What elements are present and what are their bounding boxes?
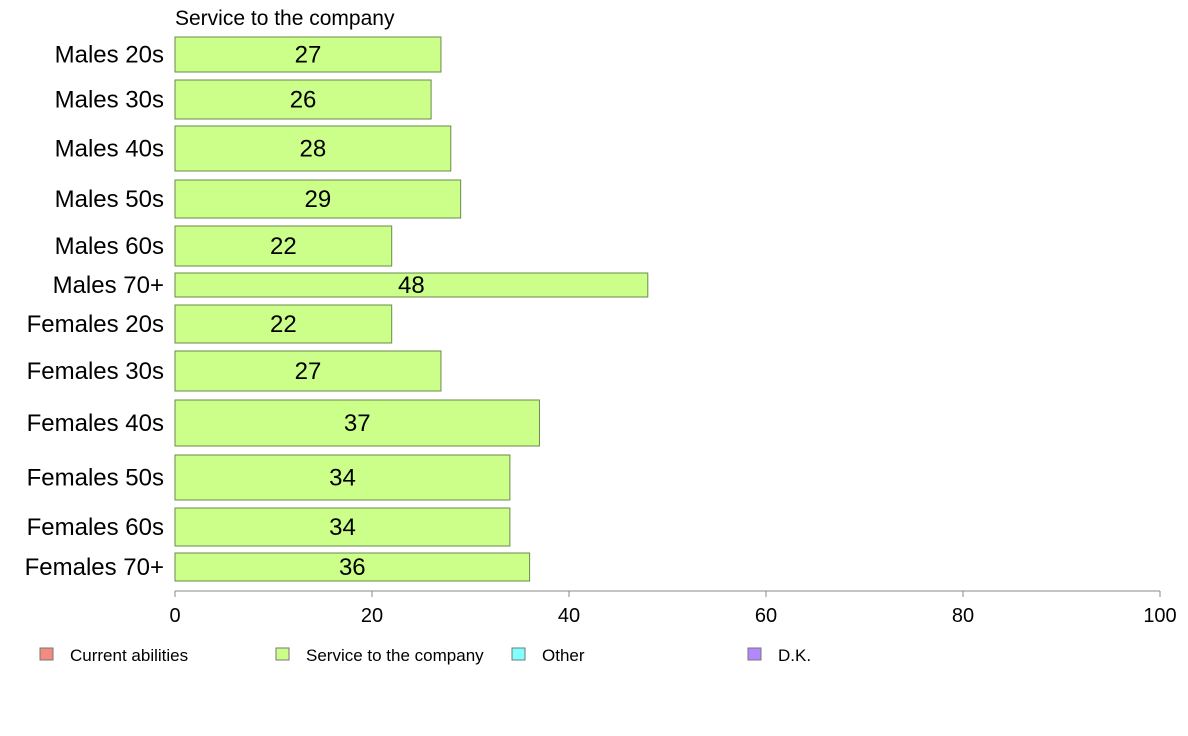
category-label: Males 30s	[55, 87, 164, 114]
bar	[174, 507, 511, 547]
x-tick-label: 0	[169, 605, 180, 627]
x-tick-label: 60	[755, 605, 777, 627]
bars-group: Males 20s 27 Males 30s 26 Males 40s 28 Males 5…	[25, 36, 649, 582]
value-label: 22	[270, 311, 297, 338]
value-label: 36	[339, 554, 366, 581]
legend-label: Service to the company	[306, 646, 484, 665]
category-label: Females 60s	[27, 514, 164, 541]
bar	[174, 350, 442, 392]
bar	[174, 125, 452, 172]
value-label: 34	[329, 465, 356, 492]
category-label: Males 70+	[53, 272, 164, 299]
legend-label: Other	[542, 646, 585, 665]
legend-swatch	[747, 647, 762, 661]
legend-swatch	[511, 647, 526, 661]
bar	[174, 272, 649, 298]
value-label: 26	[290, 87, 317, 114]
bar	[174, 79, 432, 120]
value-label: 28	[300, 136, 327, 163]
bar	[174, 36, 442, 73]
category-label: Females 50s	[27, 465, 164, 492]
bar	[174, 399, 540, 447]
legend-swatch	[275, 647, 290, 661]
category-label: Males 60s	[55, 233, 164, 260]
category-label: Males 20s	[55, 42, 164, 69]
legend: Current abilities Service to the company O…	[39, 646, 811, 665]
category-label: Males 40s	[55, 136, 164, 163]
category-label: Females 30s	[27, 358, 164, 385]
value-label: 27	[295, 358, 322, 385]
value-label: 22	[270, 233, 297, 260]
x-axis: 0 20 40 60 80 100	[169, 590, 1177, 627]
x-tick-label: 100	[1143, 605, 1176, 627]
legend-label: Current abilities	[70, 646, 188, 665]
x-tick-label: 20	[361, 605, 383, 627]
x-tick-label: 40	[558, 605, 580, 627]
x-tick-label: 80	[952, 605, 974, 627]
category-label: Males 50s	[55, 186, 164, 213]
value-label: 29	[304, 186, 331, 213]
bar	[174, 552, 531, 582]
bar	[174, 225, 393, 267]
category-label: Females 20s	[27, 311, 164, 338]
category-label: Females 40s	[27, 410, 164, 437]
category-label: Females 70+	[25, 554, 164, 581]
legend-swatch	[39, 647, 54, 661]
bar	[174, 179, 462, 219]
value-label: 34	[329, 514, 356, 541]
bar	[174, 304, 393, 344]
series-title: Service to the company	[175, 7, 395, 30]
value-label: 48	[398, 272, 425, 299]
value-label: 37	[344, 410, 371, 437]
value-label: 27	[295, 42, 322, 69]
bar	[174, 454, 511, 501]
legend-label: D.K.	[778, 646, 811, 665]
